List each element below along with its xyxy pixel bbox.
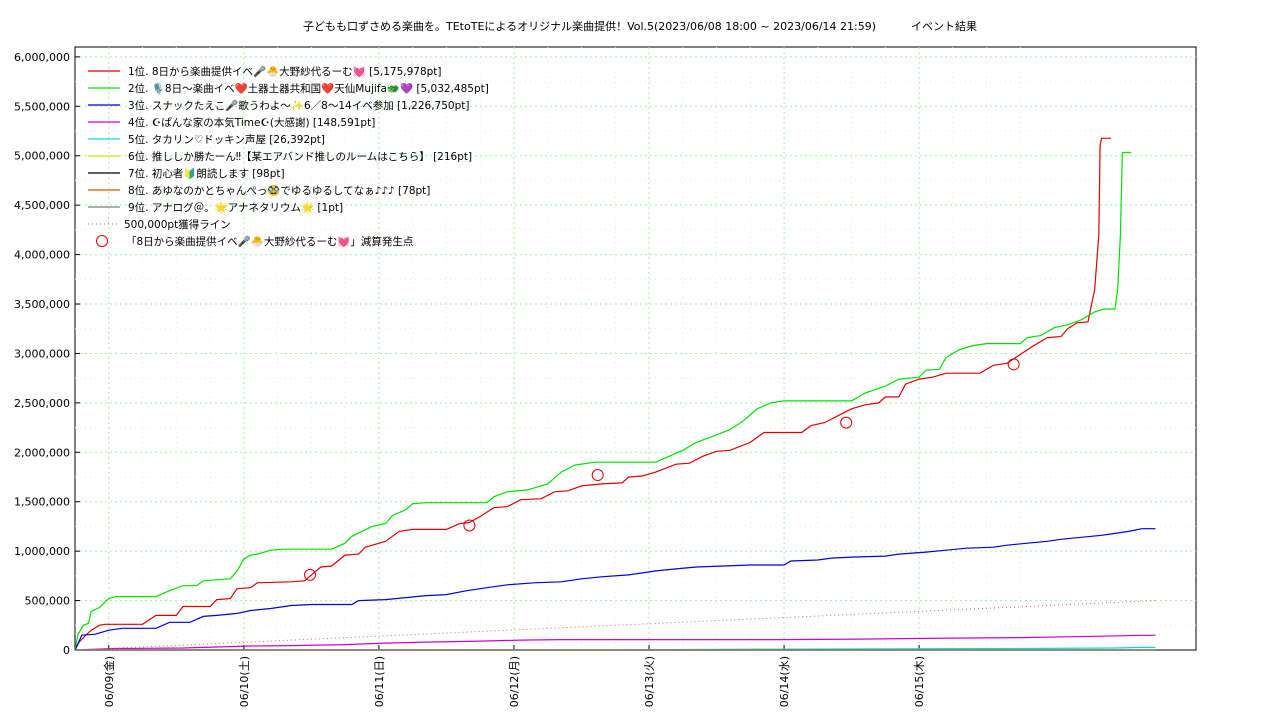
legend-label: 5位. タカリン♡ドッキン声屋 [26,392pt] — [128, 133, 325, 146]
legend-label: 7位. 初心者🔰朗読します [98pt] — [128, 167, 285, 180]
x-tick-label: 06/14(水) — [778, 656, 791, 707]
reduction-marker — [463, 519, 476, 532]
legend-label: 1位. 8日から楽曲提供イベ🎤🐣大野紗代るーむ💓 [5,175,978pt] — [128, 65, 442, 78]
y-tick-label: 4,500,000 — [14, 199, 70, 212]
y-tick-label: 3,000,000 — [14, 347, 70, 360]
reduction-marker — [840, 416, 853, 429]
legend-label: 3位. スナックたえこ🎤歌うわよ〜✨6／8〜14イベ参加 [1,226,750p… — [128, 99, 469, 112]
y-tick-label: 2,500,000 — [14, 397, 70, 410]
legend-label: 4位. ☪ぱんな家の本気Time☪(大感謝) [148,591pt] — [128, 116, 375, 129]
reduction-marker — [591, 469, 604, 482]
legend-label: 8位. あゆなのかとちゃんぺっ🥸でゆるゆるしてなぁ♪♪♪ [78pt] — [128, 184, 430, 197]
series-line — [74, 528, 1156, 651]
y-tick-label: 1,500,000 — [14, 496, 70, 509]
y-tick-label: 4,000,000 — [14, 249, 70, 262]
y-tick-label: 0 — [63, 644, 70, 657]
x-tick-label: 06/15(木) — [913, 656, 926, 707]
series-line — [74, 634, 1156, 651]
legend-label: 6位. 推ししか勝たーん‼【某エアバンド推しのルームはこちら】 [216pt] — [128, 150, 472, 163]
x-tick-label: 06/09(金) — [102, 656, 116, 707]
y-tick-label: 1,000,000 — [14, 545, 70, 558]
x-tick-label: 06/11(日) — [373, 656, 386, 707]
legend-label: 9位. アナログ＠。🌟アナネタリウム🌟 [1pt] — [128, 201, 343, 214]
legend-label: 500,000pt獲得ライン — [124, 218, 231, 231]
series-line — [74, 151, 1132, 651]
y-tick-label: 3,500,000 — [14, 298, 70, 311]
chart-title: 子どもも口ずさめる楽曲を。TEtoTEによるオリジナル楽曲提供！Vol.5(20… — [303, 20, 977, 33]
y-tick-label: 5,500,000 — [14, 100, 70, 113]
legend-marker-label: 「8日から楽曲提供イベ🎤🐣大野紗代るーむ💓」減算発生点 — [126, 235, 413, 248]
y-tick-label: 6,000,000 — [14, 51, 70, 64]
y-tick-label: 5,000,000 — [14, 150, 70, 163]
series-line — [74, 600, 1156, 651]
legend-label: 2位. 🎙️8日〜楽曲イベ❤️土器土器共和国❤️天仙Mujifa🐲💜 [5,03… — [128, 82, 489, 95]
y-tick-label: 500,000 — [25, 595, 71, 608]
reduction-marker — [304, 568, 317, 581]
x-tick-label: 06/12(月) — [508, 656, 521, 707]
series-line — [74, 137, 1111, 651]
y-tick-label: 2,000,000 — [14, 446, 70, 459]
plot-frame — [74, 46, 1197, 651]
reduction-marker — [1007, 358, 1020, 371]
x-tick-label: 06/10(土) — [238, 656, 251, 707]
x-tick-label: 06/13(火) — [643, 656, 656, 707]
legend-marker — [96, 235, 108, 247]
